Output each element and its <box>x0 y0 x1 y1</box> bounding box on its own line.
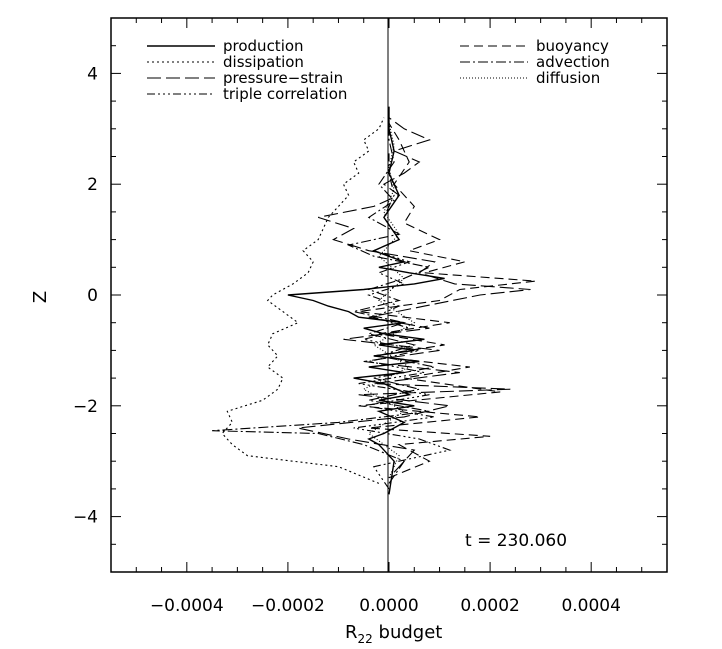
x-tick-label: 0.0000 <box>359 596 418 616</box>
x-tick-label: −0.0004 <box>150 596 224 616</box>
x-tick-label: 0.0002 <box>460 596 519 616</box>
legend-label: pressure−strain <box>223 69 343 87</box>
series-diffusion <box>362 123 416 479</box>
y-tick-label: 2 <box>87 175 98 195</box>
x-tick-label: 0.0004 <box>561 596 620 616</box>
legend: productiondissipationpressure−straintrip… <box>147 37 610 103</box>
x-tick-label: −0.0002 <box>251 596 325 616</box>
y-tick-label: −2 <box>73 397 98 417</box>
time-annotation: t = 230.060 <box>465 531 567 551</box>
legend-label: buoyancy <box>536 37 609 55</box>
series-production <box>287 106 445 495</box>
series-triple-correlation <box>353 151 452 490</box>
y-tick-label: 4 <box>87 64 98 84</box>
series-pressure-strain <box>297 117 531 473</box>
y-axis-label: Z <box>30 291 51 303</box>
legend-label: advection <box>536 53 610 71</box>
legend-label: triple correlation <box>223 85 347 103</box>
x-axis-label-rest: budget <box>373 622 443 643</box>
ticks-layer: −0.0004 −0.0002 0.0000 0.0002 0.0004 −4 −2 0 2 4 <box>73 17 667 616</box>
series-layer <box>212 106 536 495</box>
x-axis-label-subscript: 22 <box>358 632 373 646</box>
series-dissipation <box>221 117 385 484</box>
y-tick-label: −4 <box>73 508 98 528</box>
x-axis-label: R22 budget <box>345 622 442 646</box>
x-axis-label-main: R <box>345 622 358 643</box>
legend-label: dissipation <box>223 53 304 71</box>
legend-label: diffusion <box>536 69 600 87</box>
series-buoyancy <box>358 123 536 479</box>
y-tick-label: 0 <box>87 286 98 306</box>
series-advection <box>212 123 435 484</box>
legend-label: production <box>223 37 304 55</box>
